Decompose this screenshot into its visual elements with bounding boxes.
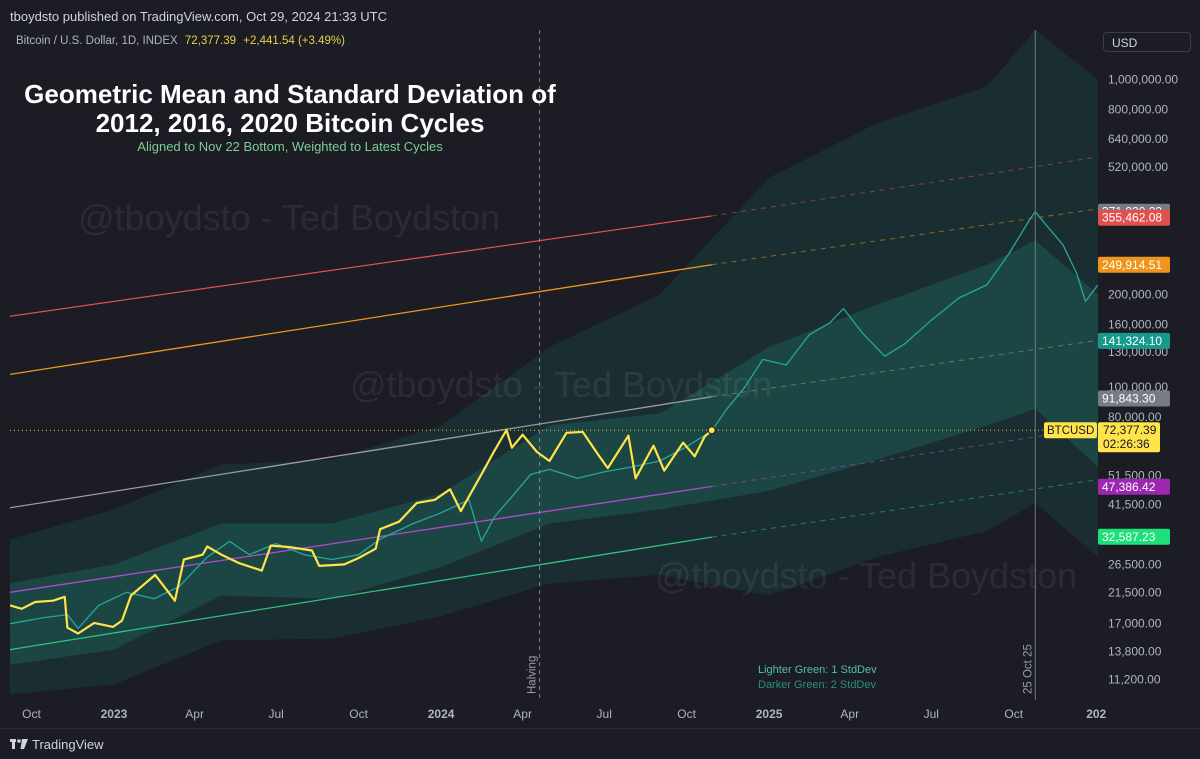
symbol-change: +2,441.54 (+3.49%) [243, 35, 345, 47]
watermark-text: @tboydsto - Ted Boydston [78, 197, 500, 238]
x-tick-label: 2023 [101, 707, 128, 721]
publish-header: tboydsto published on TradingView.com, O… [0, 0, 1200, 30]
price-label-box [1098, 528, 1170, 545]
price-label-text: 141,324.10 [1102, 334, 1162, 348]
y-tick-label: 160,000.00 [1108, 317, 1168, 331]
btc-price-box [1098, 422, 1160, 453]
y-tick-label: 26,500.00 [1108, 557, 1162, 571]
btc-countdown-label: 02:26:36 [1103, 437, 1150, 451]
x-tick-label: Oct [1004, 707, 1023, 721]
x-tick-label: Oct [22, 707, 41, 721]
symbol-name: Bitcoin / U.S. Dollar, 1D, INDEX [16, 35, 178, 47]
price-label-text: 249,914.51 [1102, 258, 1162, 272]
x-tick-label: Jul [597, 707, 612, 721]
chart-title: Geometric Mean and Standard Deviation of… [24, 79, 556, 138]
y-tick-label: 11,200.00 [1108, 672, 1161, 686]
x-tick-label: 202 [1086, 707, 1106, 721]
price-label-box [1098, 209, 1170, 226]
x-tick-label: Apr [840, 707, 859, 721]
tradingview-logo-icon[interactable] [10, 739, 28, 749]
x-tick-label: Oct [349, 707, 368, 721]
x-tick-label: Jul [924, 707, 939, 721]
y-tick-label: 13,800.00 [1108, 645, 1162, 659]
channel-line-1 [10, 264, 712, 375]
current-price-dot [707, 426, 716, 435]
x-tick-label: 2024 [428, 707, 455, 721]
y-tick-label: 640,000.00 [1108, 132, 1168, 146]
btc-price-label: 72,377.39 [1103, 423, 1157, 437]
watermark-text: @tboydsto - Ted Boydston [655, 555, 1077, 596]
x-tick-label: Oct [677, 707, 696, 721]
plot-area: @tboydsto - Ted Boydston @tboydsto - Ted … [10, 30, 1098, 700]
channel-line-4 [10, 536, 712, 651]
price-label-box [1098, 256, 1170, 273]
y-tick-label: 520,000.00 [1108, 160, 1168, 174]
y-tick-label: 200,000.00 [1108, 288, 1168, 302]
symbol-info: Bitcoin / U.S. Dollar, 1D, INDEX 72,377.… [16, 35, 345, 47]
series-line-btcusd [10, 428, 713, 635]
watermark-text: @tboydsto - Ted Boydston [350, 364, 772, 405]
x-tick-label: Apr [513, 707, 532, 721]
chart-subtitle: Aligned to Nov 22 Bottom, Weighted to La… [137, 139, 443, 154]
y-tick-label: 17,000.00 [1108, 617, 1162, 631]
vertical-marker-label-0: Halving [527, 656, 539, 694]
price-label-box [1098, 390, 1170, 407]
vertical-marker-label-1: 25 Oct 25 [1022, 644, 1034, 694]
price-label-text: 91,843.30 [1102, 391, 1156, 405]
price-label-text: 47,386.42 [1102, 480, 1156, 494]
price-label-text: 32,587.23 [1102, 530, 1156, 544]
x-tick-label: Jul [269, 707, 284, 721]
tradingview-brand[interactable]: TradingView [32, 737, 104, 752]
price-label-box [1098, 478, 1170, 495]
btc-symbol-label: BTCUSD [1047, 425, 1094, 437]
currency-button[interactable]: USD [1103, 32, 1191, 52]
x-tick-label: Apr [185, 707, 204, 721]
price-label-box [1098, 332, 1170, 349]
legend-2stddev: Darker Green: 2 StdDev [758, 679, 876, 691]
y-tick-label: 1,000,000.00 [1108, 73, 1178, 87]
footer: TradingView [0, 728, 1200, 759]
btc-symbol-box [1044, 422, 1097, 439]
x-tick-label: 2025 [756, 707, 783, 721]
y-tick-label: 21,500.00 [1108, 585, 1162, 599]
y-tick-label: 80,000.00 [1108, 410, 1162, 424]
channel-line-2 [10, 396, 712, 509]
legend-1stddev: Lighter Green: 1 StdDev [758, 664, 877, 676]
y-tick-label: 41,500.00 [1108, 498, 1162, 512]
channel-line-0 [10, 215, 712, 317]
symbol-price: 72,377.39 [184, 35, 237, 47]
publish-info: tboydsto published on TradingView.com, O… [10, 9, 387, 24]
price-label-text: 355,462.08 [1102, 211, 1162, 225]
y-tick-label: 800,000.00 [1108, 102, 1168, 116]
channel-line-3 [10, 485, 712, 593]
